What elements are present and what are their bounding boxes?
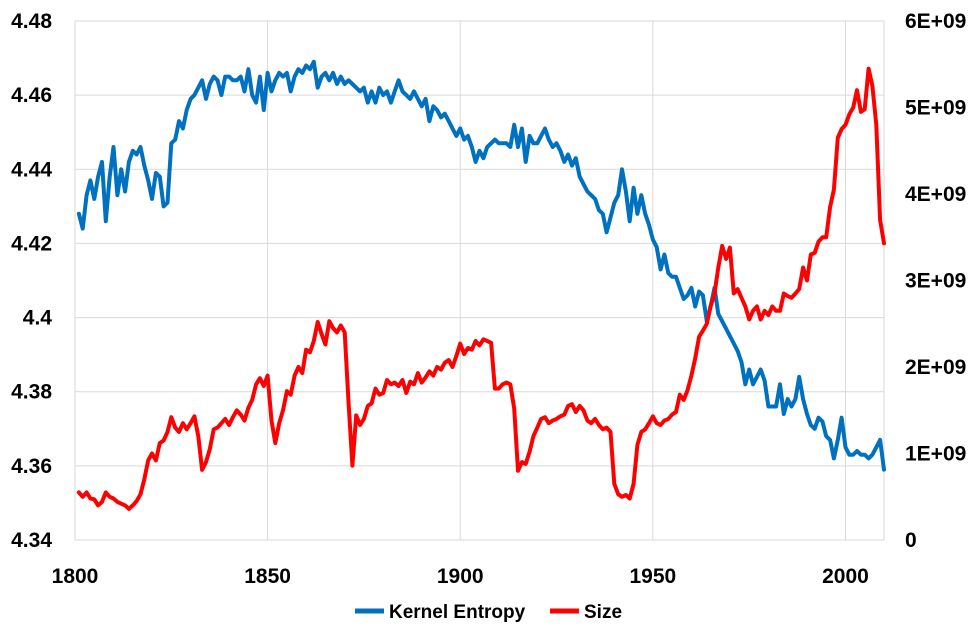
- y-tick-label: 4.36: [11, 455, 52, 478]
- y2-tick-label: 5E+09: [905, 97, 966, 120]
- x-tick-label: 1850: [244, 565, 291, 588]
- legend: Kernel Entropy Size: [355, 602, 622, 623]
- legend-label-kernel-entropy: Kernel Entropy: [389, 602, 526, 623]
- y-tick-label: 4.44: [11, 158, 52, 181]
- y2-tick-label: 1E+09: [905, 443, 966, 466]
- y2-tick-label: 6E+09: [905, 10, 966, 33]
- y2-tick-label: 4E+09: [905, 183, 966, 206]
- legend-label-size: Size: [584, 602, 622, 623]
- y-axis-ticks: 4.34 4.36 4.38 4.4 4.42 4.44 4.46 4.48: [11, 10, 52, 552]
- y2-axis-ticks: 0 1E+09 2E+09 3E+09 4E+09 5E+09 6E+09: [905, 10, 966, 552]
- plot-frame: [74, 20, 885, 541]
- y-tick-label: 4.4: [23, 307, 53, 330]
- gridlines: [74, 20, 884, 541]
- x-tick-label: 1950: [629, 565, 676, 588]
- series-lines: [76, 59, 886, 511]
- x-tick-label: 1900: [437, 565, 484, 588]
- x-tick-label: 2000: [822, 565, 869, 588]
- series-line-size: [76, 66, 886, 511]
- y2-tick-label: 3E+09: [905, 270, 966, 293]
- y2-tick-label: 2E+09: [905, 356, 966, 379]
- plot-area: [74, 20, 885, 541]
- series-line-kernel-entropy: [76, 59, 886, 472]
- x-axis-ticks: 1800 1850 1900 1950 2000: [52, 565, 869, 588]
- y-tick-label: 4.34: [11, 529, 52, 552]
- y-tick-label: 4.38: [11, 381, 52, 404]
- y2-tick-label: 0: [905, 529, 917, 552]
- x-tick-label: 1800: [52, 565, 99, 588]
- y-tick-label: 4.48: [11, 10, 52, 33]
- y-tick-label: 4.46: [11, 84, 52, 107]
- y-tick-label: 4.42: [11, 232, 52, 255]
